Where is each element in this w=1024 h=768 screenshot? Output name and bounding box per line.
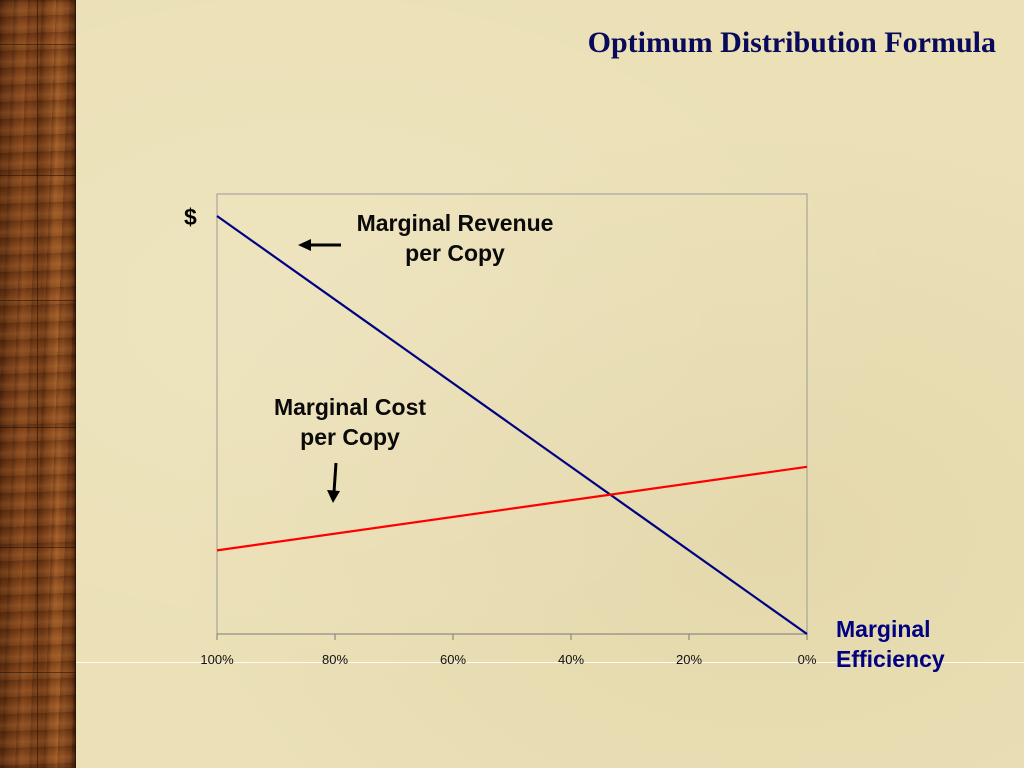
- page-title: Optimum Distribution Formula: [587, 26, 996, 59]
- x-axis-label: Marginal Efficiency: [836, 614, 945, 674]
- x-tick-label: 80%: [322, 652, 348, 667]
- x-tick-label: 40%: [558, 652, 584, 667]
- marginal-revenue-line: [216, 215, 808, 635]
- marginal-cost-label-line1: Marginal Cost: [273, 394, 427, 420]
- marginal-revenue-label-line2: per Copy: [405, 240, 505, 266]
- x-tick-label: 20%: [676, 652, 702, 667]
- x-tick-label: 100%: [200, 652, 234, 667]
- arrow-down-icon: [327, 462, 340, 503]
- marginal-cost-label-line2: per Copy: [300, 424, 400, 450]
- marginal-revenue-label-line1: Marginal Revenue: [356, 210, 554, 236]
- wood-border-strip: [0, 0, 76, 768]
- arrow-left-icon: [298, 239, 341, 251]
- wood-tile-grid: [0, 0, 76, 768]
- x-axis-label-line1: Marginal: [836, 616, 931, 642]
- marginal-cost-line: [216, 465, 808, 552]
- y-axis-label: $: [184, 204, 197, 230]
- x-tick-label: 0%: [798, 652, 817, 667]
- x-tick-label: 60%: [440, 652, 466, 667]
- x-axis-ticks: 100% 80% 60% 40% 20% 0%: [200, 633, 817, 667]
- x-axis-label-line2: Efficiency: [836, 646, 945, 672]
- ground-divider: [76, 662, 1024, 663]
- marginal-cost-label: Marginal Cost per Copy: [240, 392, 460, 452]
- chart-series: [216, 215, 808, 635]
- marginal-revenue-label: Marginal Revenue per Copy: [330, 208, 580, 268]
